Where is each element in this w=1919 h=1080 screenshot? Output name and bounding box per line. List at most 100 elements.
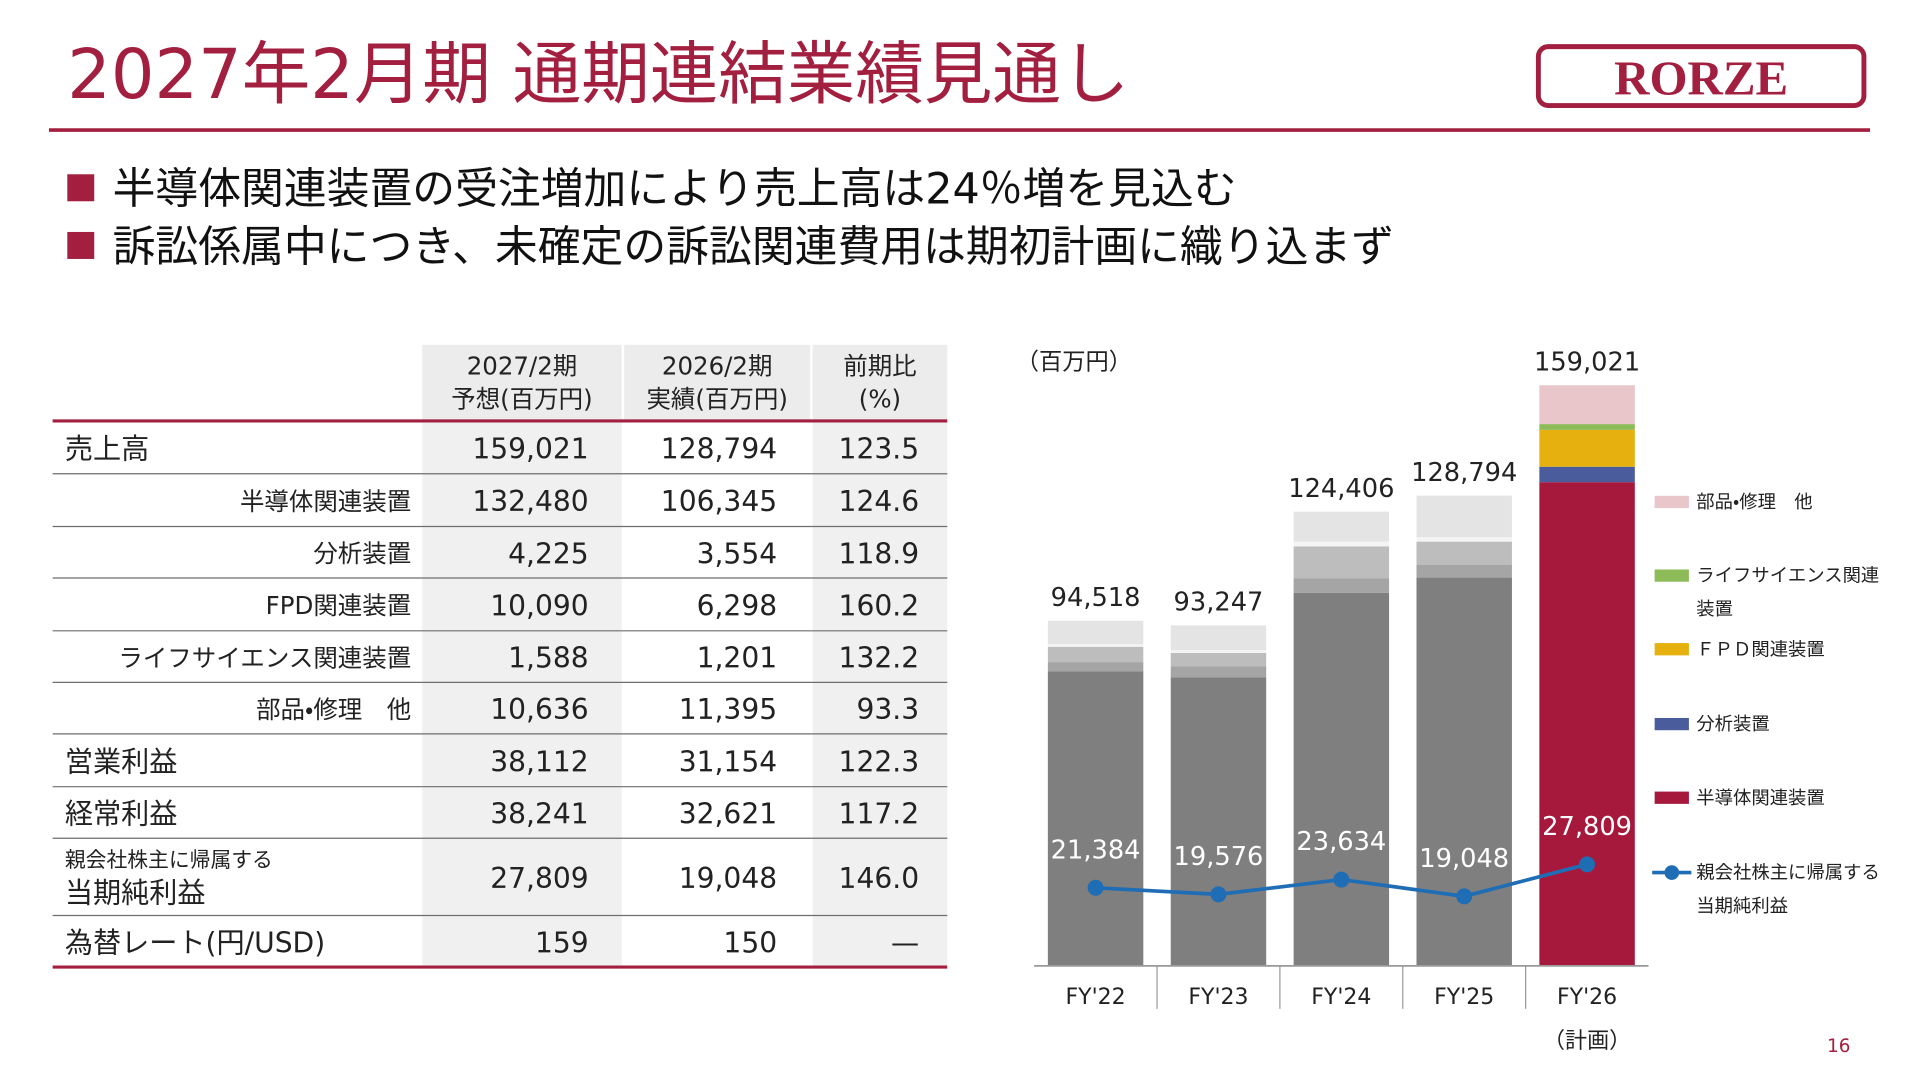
table-cell: 3,554	[697, 537, 778, 570]
bar-segment	[1047, 671, 1144, 966]
table-cell: 106,345	[661, 485, 777, 518]
logo: RORZE	[1614, 50, 1788, 105]
total-label: 94,518	[1051, 583, 1141, 613]
bar-segment	[1047, 620, 1144, 645]
table-cell: 159	[535, 926, 589, 959]
point-label: 19,576	[1174, 842, 1264, 872]
table-cell: —	[891, 926, 919, 959]
legend-swatch	[1654, 717, 1689, 731]
table-cell: 124.6	[839, 485, 920, 518]
total-label: 128,794	[1411, 458, 1517, 488]
logo-frame	[1535, 44, 1867, 108]
table-cell: 32,621	[679, 797, 777, 830]
point-label: 19,048	[1419, 844, 1509, 874]
row-label: 親会社株主に帰属する	[65, 848, 273, 872]
x-tick-label: FY'22	[1066, 985, 1126, 1010]
table-col-bg	[812, 422, 948, 968]
bar-segment	[1416, 495, 1512, 538]
bar-segment	[1416, 564, 1512, 578]
line-point	[1456, 888, 1473, 905]
row-label: 当期純利益	[65, 877, 206, 910]
table-cell: 123.5	[839, 432, 920, 465]
legend-entry: ＦＰＤ関連装置	[1696, 638, 1825, 661]
bar-segment	[1293, 592, 1390, 966]
table-cell: 146.0	[839, 862, 920, 895]
bar-segment	[1170, 666, 1267, 678]
point-label: 21,384	[1051, 835, 1141, 865]
table-cell: 4,225	[508, 537, 589, 570]
total-label: 124,406	[1288, 474, 1394, 504]
table-cell: 11,395	[679, 693, 777, 726]
point-label: 27,809	[1542, 812, 1632, 842]
table-header-bg	[812, 344, 948, 421]
row-label: 部品・修理 他	[256, 695, 411, 724]
table-cell: 1,588	[508, 642, 589, 675]
legend-entry: ライフサイエンス関連装置	[1696, 564, 1880, 620]
bar-segment	[1170, 652, 1267, 667]
unit-label: （百万円）	[1016, 348, 1132, 375]
line-point	[1333, 871, 1350, 888]
bar-segment	[1170, 625, 1267, 651]
bar-segment	[1047, 644, 1144, 647]
bar-segment	[1539, 385, 1635, 425]
legend-marker	[1664, 865, 1680, 880]
bullet-text: 訴訟係属中につき、未確定の訴訟関連費用は期初計画に織り込まず	[113, 222, 1394, 272]
table-cell: 117.2	[839, 797, 920, 830]
column-header: 前期比	[843, 351, 916, 380]
x-tick-label: FY'23	[1188, 985, 1248, 1010]
table-cell: 122.3	[839, 745, 920, 778]
row-label: ライフサイエンス関連装置	[118, 643, 411, 672]
total-label: 159,021	[1534, 347, 1640, 377]
bar-segment	[1293, 541, 1390, 547]
table-cell: 93.3	[856, 693, 919, 726]
row-label: 為替レート(円/USD)	[65, 926, 325, 959]
bullet-mark	[67, 174, 95, 202]
x-tick-label: FY'24	[1311, 985, 1371, 1010]
table-cell: 10,636	[490, 693, 588, 726]
legend-label: ライフサイエンス関連装置	[1696, 564, 1880, 620]
bar-segment	[1416, 537, 1512, 542]
bar-segment	[1047, 646, 1144, 663]
row-label: FPD関連装置	[266, 591, 412, 620]
legend-label: 半導体関連装置	[1696, 786, 1825, 809]
bar-segment	[1539, 466, 1635, 483]
legend-entry: 半導体関連装置	[1696, 786, 1825, 809]
bar-segment	[1170, 677, 1267, 966]
table-cell: 1,201	[697, 642, 778, 675]
legend-label: ＦＰＤ関連装置	[1696, 638, 1825, 661]
legend-swatch	[1654, 569, 1689, 582]
legend-label: 分析装置	[1696, 713, 1770, 736]
legend-swatch	[1654, 643, 1689, 656]
table-cell: 118.9	[839, 537, 920, 570]
row-label: 経常利益	[65, 797, 178, 830]
row-label: 半導体関連装置	[240, 487, 411, 516]
line-point	[1087, 879, 1104, 896]
table-col-bg	[422, 422, 622, 968]
bar-segment	[1416, 577, 1512, 966]
line-point	[1579, 856, 1596, 873]
bar-segment	[1539, 482, 1635, 966]
table-cell: 132.2	[839, 642, 920, 675]
bar-segment	[1293, 546, 1390, 579]
table-cell: 38,112	[490, 745, 588, 778]
table-cell: 19,048	[679, 862, 777, 895]
legend-label: 部品・修理 他	[1696, 490, 1813, 513]
x-tick-label: FY'26	[1557, 985, 1617, 1010]
bar-segment	[1539, 429, 1635, 467]
table-cell: 150	[723, 926, 777, 959]
row-label: 分析装置	[313, 539, 411, 568]
bar-segment	[1170, 650, 1267, 653]
table-header-bg	[624, 344, 811, 421]
table-cell: 160.2	[839, 589, 920, 622]
table-cell: 132,480	[472, 485, 588, 518]
bar-segment	[1293, 511, 1390, 542]
column-header: 予想(百万円)	[451, 384, 592, 413]
table-cell: 31,154	[679, 745, 777, 778]
bar-segment	[1047, 662, 1144, 672]
bar-segment	[1293, 578, 1390, 593]
column-header: 2026/2期	[662, 351, 773, 380]
point-label: 23,634	[1296, 827, 1386, 857]
line-point	[1210, 886, 1227, 903]
x-tick-label: FY'25	[1434, 985, 1494, 1010]
